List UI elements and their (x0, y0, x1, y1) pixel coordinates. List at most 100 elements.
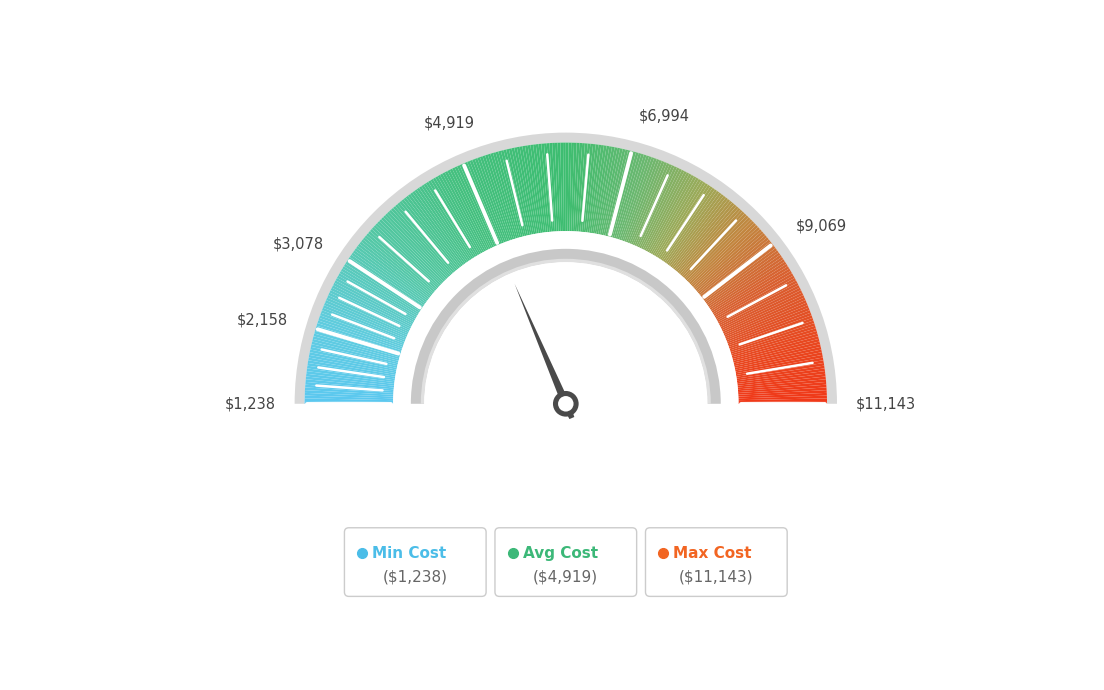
Wedge shape (335, 280, 414, 324)
Wedge shape (573, 143, 580, 231)
Wedge shape (368, 231, 436, 291)
Wedge shape (404, 197, 460, 268)
Wedge shape (739, 393, 827, 398)
Wedge shape (475, 158, 508, 242)
Wedge shape (509, 148, 530, 235)
Wedge shape (305, 390, 393, 397)
Wedge shape (410, 193, 465, 265)
Wedge shape (455, 166, 493, 248)
Wedge shape (307, 366, 395, 380)
Wedge shape (732, 331, 817, 357)
Wedge shape (315, 331, 400, 357)
Wedge shape (373, 225, 439, 287)
Wedge shape (734, 344, 820, 366)
Wedge shape (388, 212, 449, 278)
Wedge shape (498, 151, 523, 237)
Wedge shape (735, 355, 822, 373)
Wedge shape (360, 241, 431, 298)
Wedge shape (624, 158, 657, 242)
Wedge shape (700, 239, 771, 297)
Wedge shape (424, 184, 474, 259)
Wedge shape (306, 371, 394, 384)
Wedge shape (501, 150, 524, 237)
Circle shape (558, 396, 574, 411)
Wedge shape (731, 326, 816, 354)
Wedge shape (550, 143, 556, 231)
Wedge shape (681, 210, 743, 277)
Wedge shape (712, 264, 788, 313)
Wedge shape (737, 382, 826, 391)
Wedge shape (372, 227, 438, 288)
Wedge shape (320, 313, 404, 345)
Wedge shape (714, 270, 792, 317)
Wedge shape (378, 221, 443, 284)
Wedge shape (514, 147, 533, 235)
Wedge shape (575, 143, 582, 231)
Wedge shape (358, 244, 429, 299)
Wedge shape (381, 217, 445, 282)
Wedge shape (725, 305, 808, 340)
Wedge shape (533, 144, 546, 233)
Polygon shape (123, 404, 1009, 625)
Wedge shape (307, 363, 395, 379)
Text: Min Cost: Min Cost (372, 546, 446, 560)
Wedge shape (322, 308, 405, 342)
Wedge shape (364, 235, 434, 294)
Wedge shape (306, 377, 394, 388)
Wedge shape (737, 380, 826, 389)
Wedge shape (391, 208, 452, 275)
Wedge shape (340, 270, 417, 317)
Wedge shape (578, 144, 587, 232)
Wedge shape (511, 148, 532, 235)
Wedge shape (402, 199, 458, 270)
Wedge shape (638, 166, 677, 248)
Wedge shape (522, 146, 539, 233)
Wedge shape (739, 390, 827, 397)
Wedge shape (617, 155, 647, 239)
Wedge shape (424, 262, 708, 546)
Wedge shape (341, 268, 418, 316)
Wedge shape (311, 344, 397, 366)
Wedge shape (626, 159, 659, 243)
Wedge shape (604, 149, 626, 236)
Wedge shape (571, 143, 576, 231)
Wedge shape (669, 194, 724, 266)
Wedge shape (480, 156, 511, 241)
Wedge shape (649, 175, 694, 253)
Wedge shape (629, 161, 665, 244)
Wedge shape (570, 143, 574, 231)
Wedge shape (739, 387, 827, 395)
Wedge shape (682, 212, 744, 278)
Wedge shape (715, 273, 794, 319)
Wedge shape (708, 255, 782, 307)
Text: $2,158: $2,158 (237, 313, 288, 328)
Wedge shape (333, 283, 413, 326)
Text: ($1,238): ($1,238) (383, 569, 448, 584)
Wedge shape (636, 165, 675, 247)
Wedge shape (567, 143, 571, 231)
Wedge shape (670, 196, 726, 267)
Wedge shape (665, 189, 718, 263)
Wedge shape (732, 333, 818, 359)
Wedge shape (737, 377, 826, 388)
Wedge shape (367, 233, 435, 293)
Wedge shape (485, 155, 514, 239)
Wedge shape (310, 347, 397, 368)
Wedge shape (318, 318, 403, 348)
Wedge shape (712, 266, 789, 315)
Wedge shape (309, 352, 396, 371)
Wedge shape (561, 143, 564, 231)
Wedge shape (411, 249, 721, 404)
Wedge shape (576, 143, 585, 232)
Wedge shape (393, 231, 739, 404)
Wedge shape (729, 318, 814, 348)
Text: ($4,919): ($4,919) (533, 569, 598, 584)
Wedge shape (734, 349, 821, 370)
Text: $4,919: $4,919 (424, 116, 475, 131)
Wedge shape (397, 203, 456, 272)
Wedge shape (312, 339, 399, 363)
Polygon shape (514, 284, 574, 419)
Wedge shape (687, 217, 751, 282)
Wedge shape (428, 180, 476, 257)
Wedge shape (353, 250, 426, 304)
